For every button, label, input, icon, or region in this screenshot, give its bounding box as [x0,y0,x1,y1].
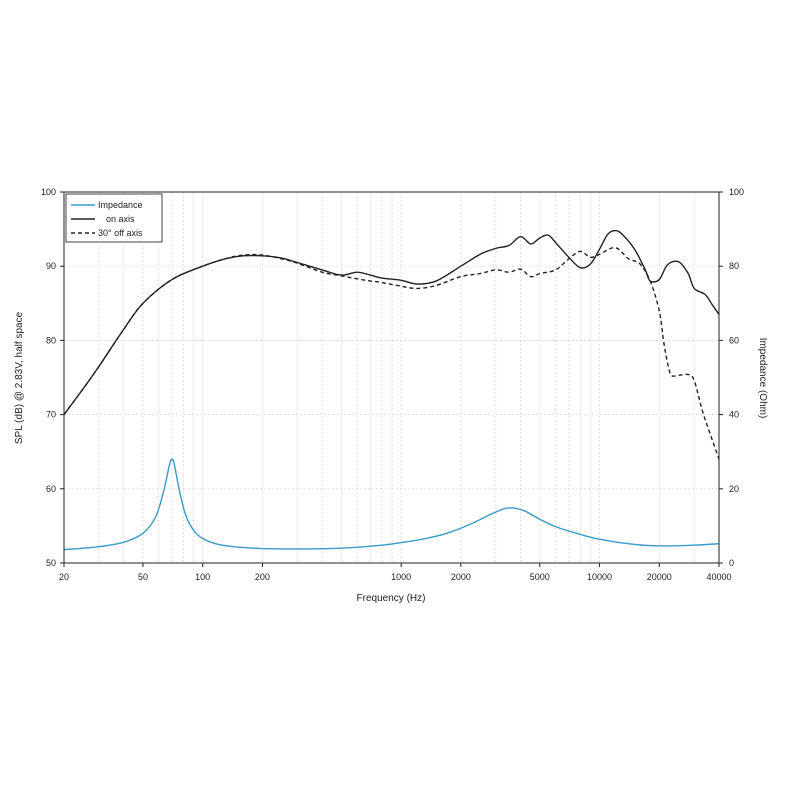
y-left-tick-label: 80 [46,335,56,345]
y-right-tick-label: 100 [729,187,744,197]
y-left-tick-label: 90 [46,261,56,271]
x-tick-label: 2000 [451,572,471,582]
legend-label-on-axis: on axis [106,214,135,224]
y-right-tick-label: 40 [729,410,739,420]
x-axis-label: Frequency (Hz) [357,593,426,604]
x-tick-label: 200 [255,572,270,582]
plot-frame [63,191,720,564]
legend-box [65,193,163,243]
y-left-tick-label: 100 [41,187,56,197]
legend-label-off-axis: 30° off axis [98,228,143,238]
y-right-tick-label: 20 [729,484,739,494]
tick-layer: 20 50 100 200 1000 2000 5000 10000 20000 40000506… [41,187,744,582]
legend: Impedance on axis 30° off axis [65,193,163,243]
y-right-tick-label: 0 [729,558,734,568]
legend-label-impedance: Impedance [98,200,143,210]
y-left-tick-label: 60 [46,484,56,494]
series-layer [63,229,720,551]
y-axis-label-right: Impedance (Ohm) [757,338,768,419]
y-right-tick-label: 80 [729,261,739,271]
x-tick-label: 10000 [587,572,612,582]
y-left-tick-label: 70 [46,410,56,420]
y-left-tick-label: 50 [46,558,56,568]
x-tick-label: 50 [138,572,148,582]
x-tick-label: 20 [59,572,69,582]
x-tick-label: 5000 [530,572,550,582]
x-tick-label: 100 [195,572,210,582]
impedance-curve [63,458,720,551]
y-right-tick-label: 60 [729,335,739,345]
grid-layer [64,192,719,563]
x-tick-label: 40000 [706,572,731,582]
off-axis-curve [63,246,720,460]
x-tick-label: 1000 [391,572,411,582]
x-tick-label: 20000 [647,572,672,582]
on-axis-curve [63,229,720,416]
y-axis-label-left: SPL (dB) @ 2.83V, half space [14,311,25,444]
